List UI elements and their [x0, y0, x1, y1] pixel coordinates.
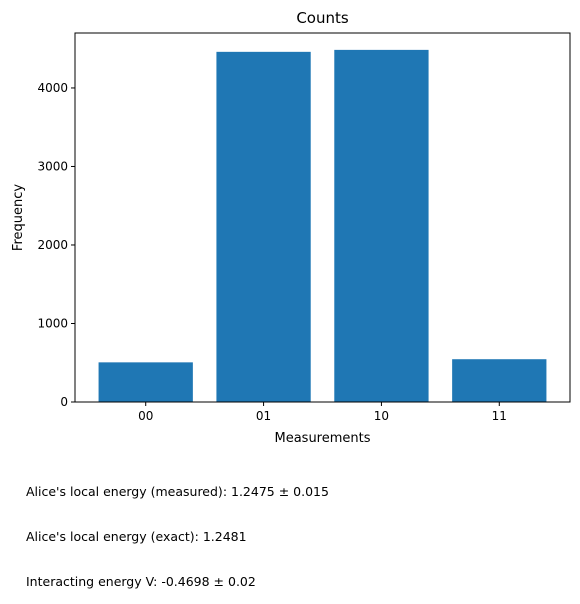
- y-tick-label-0: 0: [60, 395, 68, 409]
- bar-10: [334, 49, 429, 402]
- y-tick-label-1000: 1000: [37, 316, 68, 330]
- bar-11: [452, 359, 547, 402]
- energy-notes: Alice's local energy (measured): 1.2475 …: [26, 454, 329, 604]
- chart-title: Counts: [296, 9, 349, 27]
- measured-energy-note: Alice's local energy (measured): 1.2475 …: [26, 484, 329, 499]
- y-tick-label-2000: 2000: [37, 238, 68, 252]
- x-tick-label-10: 10: [374, 409, 389, 423]
- interacting-energy-note: Interacting energy V: -0.4698 ± 0.02: [26, 574, 256, 589]
- x-axis-label: Measurements: [274, 431, 370, 446]
- x-tick-label-00: 00: [138, 409, 153, 423]
- x-tick-label-01: 01: [256, 409, 271, 423]
- bar-00: [98, 362, 193, 402]
- x-tick-label-11: 11: [492, 409, 507, 423]
- exact-energy-note: Alice's local energy (exact): 1.2481: [26, 529, 247, 544]
- y-tick-label-3000: 3000: [37, 159, 68, 173]
- y-axis-label: Frequency: [11, 184, 26, 251]
- bar-chart: Counts 0 1000 2000 3000 4000 00 01 10 11 Measur…: [11, 9, 571, 446]
- y-tick-label-4000: 4000: [37, 81, 68, 95]
- plot-frame: [74, 32, 571, 403]
- bar-01: [216, 51, 311, 402]
